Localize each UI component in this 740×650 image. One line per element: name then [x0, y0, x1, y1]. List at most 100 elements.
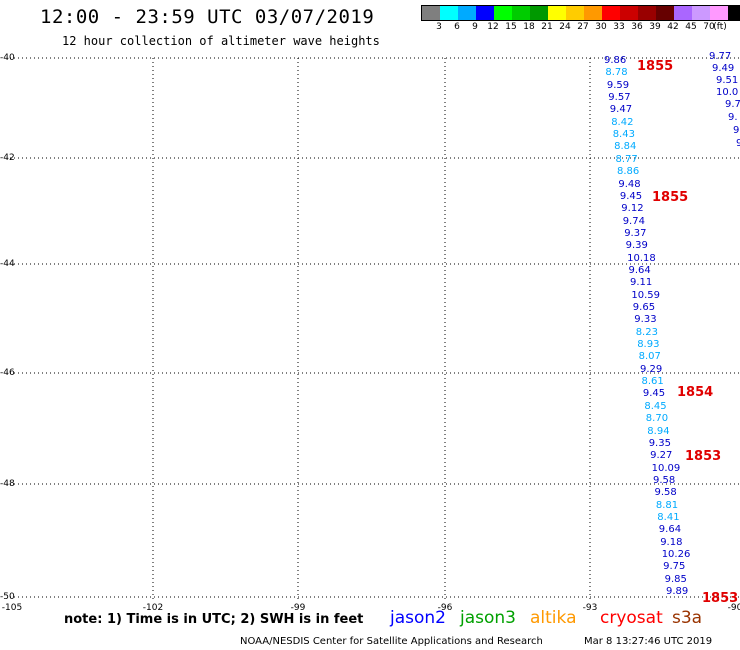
wave-height-value: 8.42 — [611, 116, 634, 128]
colorbar-swatch — [728, 6, 740, 20]
colorbar-swatch — [548, 6, 566, 20]
wave-height-value: 9.51 — [716, 75, 739, 86]
colorbar-tick-label: 15 — [505, 22, 517, 32]
colorbar-swatch — [458, 6, 476, 20]
wave-height-value: 9.57 — [608, 92, 631, 103]
legend-entry-cryosat: cryosat — [600, 608, 663, 628]
colorbar-tick-label: 42 — [667, 22, 679, 32]
longitude-label: -102 — [142, 603, 164, 613]
wave-height-value: 10.59 — [631, 289, 661, 301]
colorbar-swatch — [656, 6, 674, 20]
wave-height-value: 8.84 — [614, 141, 637, 153]
wave-height-value: 9. — [728, 112, 738, 123]
longitude-label: -90 — [727, 603, 740, 613]
longitude-label: -93 — [582, 603, 598, 613]
wave-height-value: 8.23 — [635, 326, 658, 338]
wave-height-value: 9.74 — [622, 215, 645, 227]
wave-height-value: 9.77 — [709, 51, 732, 62]
wave-height-value: 8.93 — [637, 339, 660, 350]
wave-height-value: 9.27 — [650, 450, 673, 462]
footer-note: note: 1) Time is in UTC; 2) SWH is in fe… — [64, 612, 364, 627]
longitude-label: -96 — [437, 603, 453, 613]
wave-height-value: 9.75 — [663, 561, 686, 573]
colorbar-swatch — [602, 6, 620, 20]
legend-entry-s3a: s3a — [672, 608, 703, 628]
pass-time-label: 1853 — [685, 449, 722, 464]
pass-time-label: 1855 — [637, 59, 674, 74]
colorbar-tick-label: 3 — [436, 22, 442, 32]
colorbar-swatch — [710, 6, 728, 20]
colorbar-tick-label: 33 — [613, 22, 625, 32]
wave-height-value: 9.35 — [648, 437, 671, 449]
wave-height-value: 9.37 — [624, 227, 647, 239]
pass-time-label: 1853 — [702, 591, 739, 606]
wave-height-value: 10.09 — [651, 462, 681, 474]
wave-height-value: 8.94 — [647, 425, 670, 437]
colorbar-tick-label: 45 — [685, 22, 697, 32]
colorbar-swatch — [512, 6, 530, 20]
wave-height-value: 9.64 — [628, 264, 651, 276]
latitude-label: -48 — [0, 479, 15, 489]
wave-height-value: 9.86 — [604, 55, 627, 66]
wave-height-value: 9.39 — [625, 240, 648, 252]
colorbar-swatch — [440, 6, 458, 20]
generation-timestamp: Mar 8 13:27:46 UTC 2019 — [584, 636, 713, 647]
wave-height-value: 9.47 — [609, 104, 633, 116]
wave-height-value: 8.61 — [641, 376, 664, 388]
legend-entry-jason2: jason2 — [390, 608, 446, 628]
wave-height-value: 9.12 — [621, 203, 644, 215]
colorbar-tick-label: 6 — [454, 22, 460, 32]
colorbar-tick-label: 30 — [595, 22, 607, 32]
wave-height-value: 9.58 — [654, 487, 677, 499]
wave-height-value: 8.77 — [615, 153, 638, 165]
latitude-label: -50 — [0, 592, 15, 602]
wave-height-colorbar — [421, 5, 740, 21]
wave-height-value: 9.65 — [632, 302, 656, 313]
longitude-label: -105 — [1, 603, 23, 613]
wave-height-value: 9.29 — [640, 363, 663, 375]
wave-height-value: 9.7 — [725, 99, 740, 110]
wave-height-value: 8.86 — [617, 166, 640, 178]
colorbar-swatch — [674, 6, 692, 20]
latitude-label: -42 — [0, 153, 15, 163]
wave-height-value: 9.85 — [664, 573, 687, 585]
wave-height-value: 8.81 — [655, 499, 679, 511]
legend-entry-jason3: jason3 — [460, 608, 516, 628]
colorbar-tick-label: 70 — [703, 22, 715, 32]
latitude-label: -46 — [0, 368, 15, 378]
colorbar-tick-label: 18 — [523, 22, 535, 32]
latitude-label: -44 — [0, 259, 15, 269]
wave-height-value: 8.70 — [645, 413, 669, 425]
wave-height-value: 9.11 — [630, 277, 653, 289]
wave-height-value: 10.0 — [716, 87, 739, 98]
wave-height-value: 9.33 — [634, 314, 657, 326]
map-subtitle: 12 hour collection of altimeter wave hei… — [62, 34, 380, 48]
wave-height-value: 9 — [736, 138, 740, 149]
pass-time-label: 1855 — [652, 190, 689, 205]
wave-height-value: 10.18 — [627, 252, 656, 264]
wave-height-value: 9.48 — [618, 178, 641, 190]
wave-height-value: 9.45 — [619, 190, 643, 202]
colorbar-unit: (ft) — [713, 22, 727, 32]
wave-height-value: 9.64 — [658, 524, 682, 536]
colorbar-swatch — [620, 6, 638, 20]
latitude-label: -40 — [0, 53, 15, 63]
colorbar-tick-label: 24 — [559, 22, 571, 32]
colorbar-swatch — [494, 6, 512, 20]
colorbar-swatch — [566, 6, 584, 20]
colorbar-swatch — [692, 6, 710, 20]
colorbar-swatch — [638, 6, 656, 20]
map-title: 12:00 - 23:59 UTC 03/07/2019 — [40, 6, 375, 28]
colorbar-tick-label: 36 — [631, 22, 643, 32]
wave-height-value: 9.49 — [712, 63, 735, 74]
colorbar-swatch — [584, 6, 602, 20]
credit-line: NOAA/NESDIS Center for Satellite Applica… — [240, 636, 543, 647]
wave-height-value: 8.07 — [638, 351, 661, 363]
colorbar-tick-label: 12 — [487, 22, 499, 32]
wave-height-value: 9.45 — [642, 388, 666, 400]
colorbar-tick-label: 21 — [541, 22, 553, 32]
wave-height-value: 9.58 — [653, 474, 676, 486]
wave-height-value: 9.18 — [660, 536, 683, 548]
longitude-label: -99 — [290, 603, 306, 613]
